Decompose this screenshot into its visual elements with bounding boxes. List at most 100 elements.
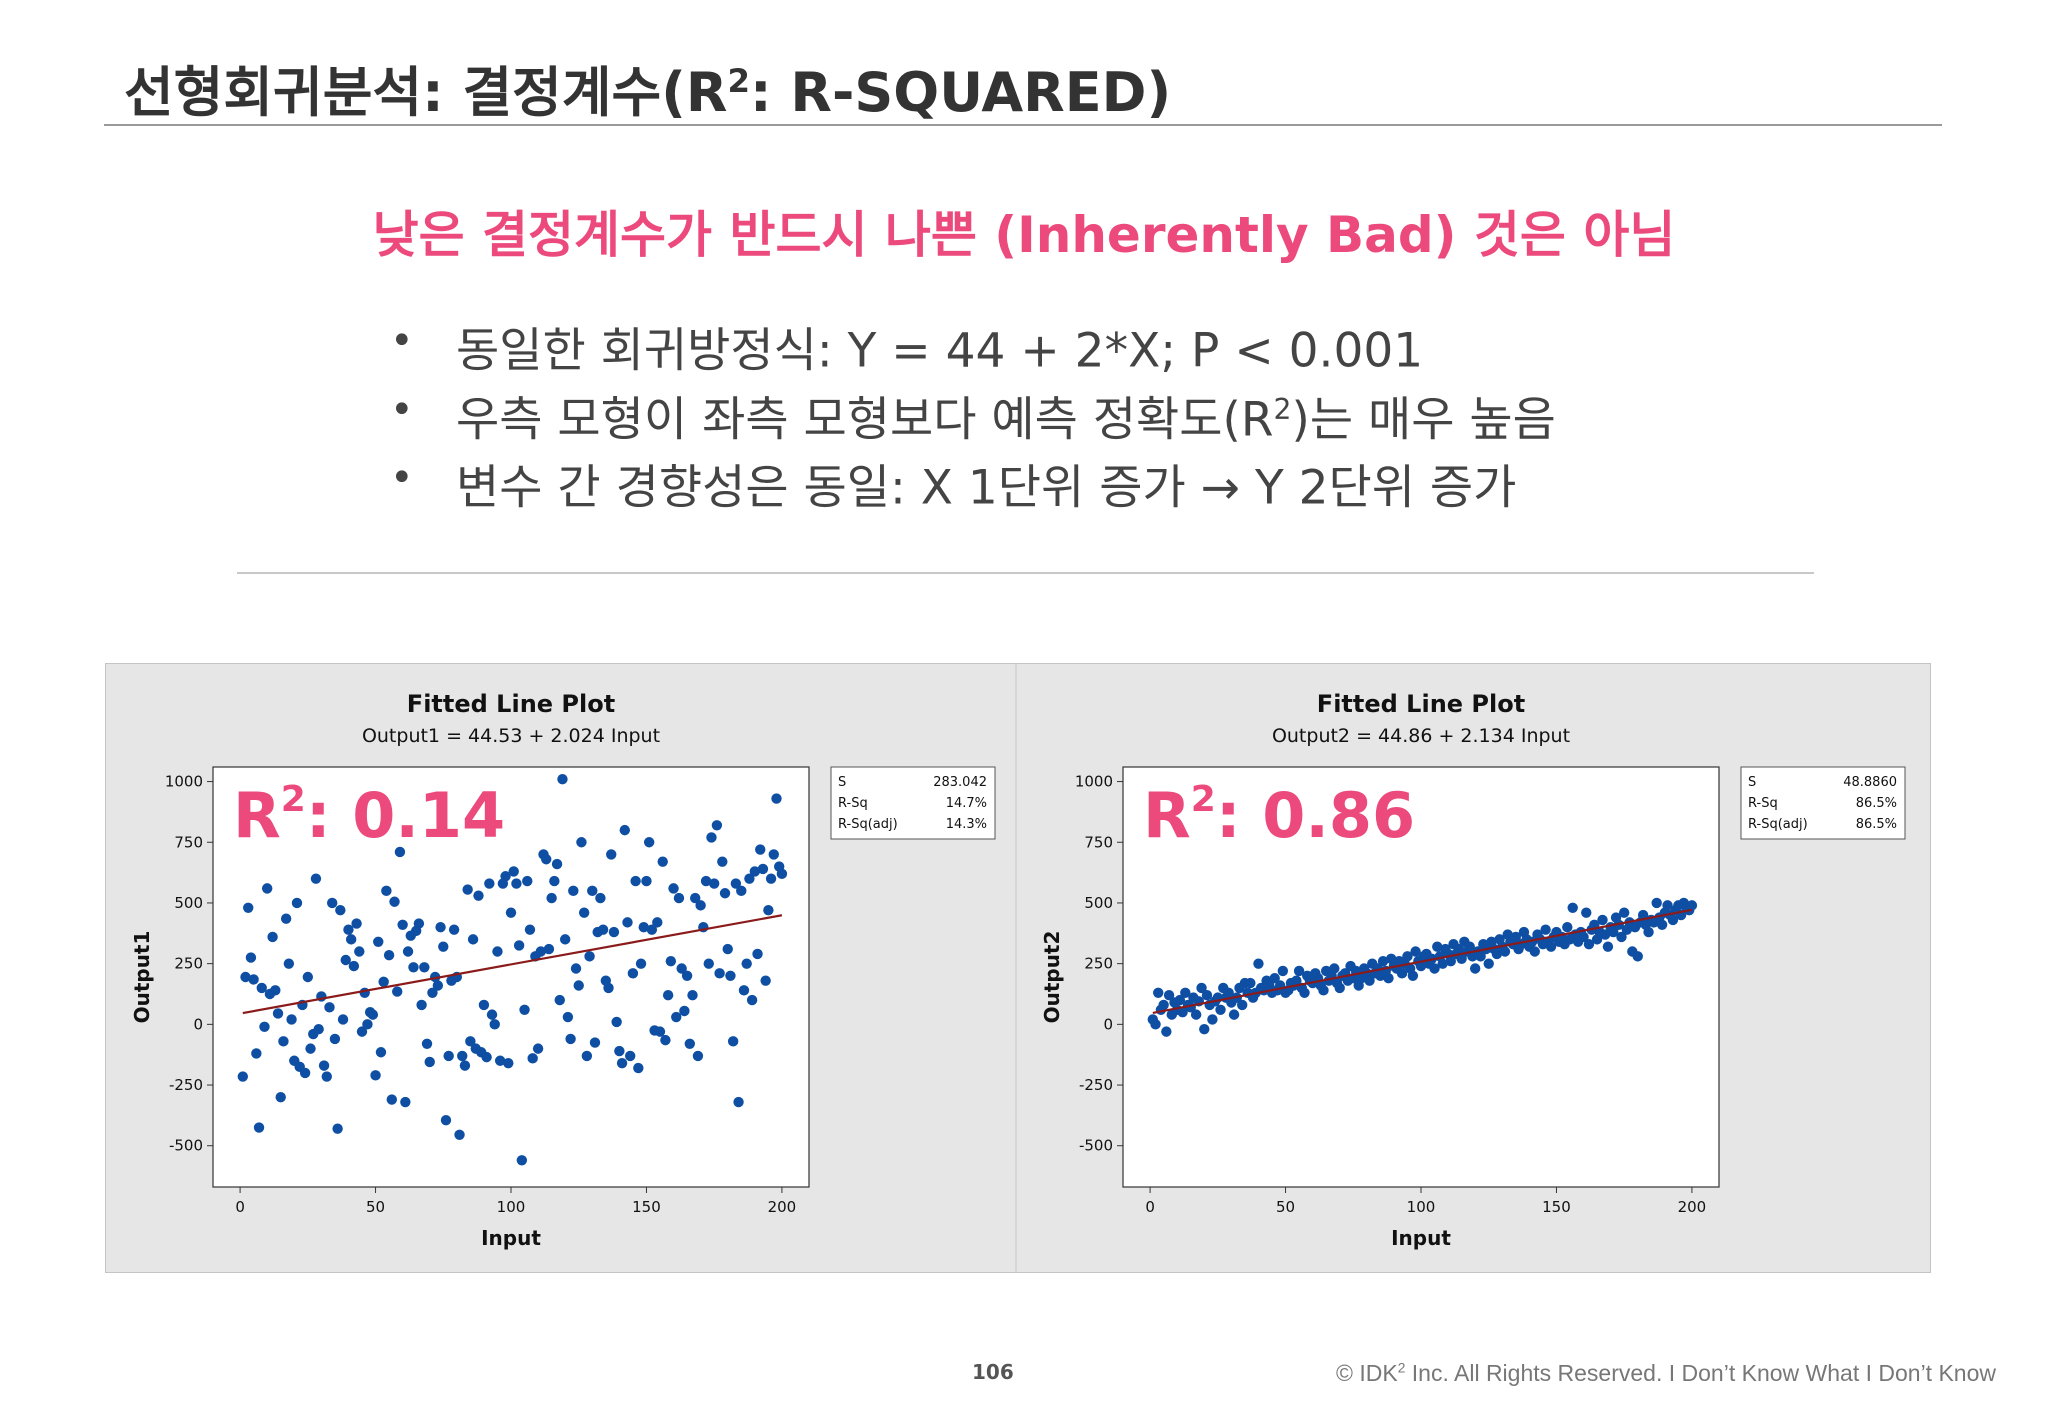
data-point [603,982,614,994]
data-point [359,987,370,998]
data-point [275,1091,286,1103]
data-point [1199,1023,1210,1035]
data-point [616,1057,628,1069]
x-axis-label: Input [1391,1226,1451,1250]
data-point [662,990,674,1001]
stats-label: R-Sq(adj) [1748,817,1808,832]
data-point [597,924,609,935]
data-point [413,918,425,929]
data-point [1618,907,1630,918]
chart-2: Fitted Line Plot Output2 = 44.86 + 2.134 … [1040,690,1906,1250]
data-point [1223,987,1234,998]
data-point [717,856,728,867]
data-point [524,924,536,935]
data-point [635,958,647,969]
y-tick-label: -500 [169,1137,203,1155]
data-point [1686,900,1698,911]
data-point [714,968,725,979]
data-point [519,1004,530,1015]
x-tick-label: 100 [497,1198,526,1216]
data-point [541,854,552,865]
title-divider [104,124,1942,126]
y-tick-label: 0 [1103,1015,1113,1033]
data-point [763,905,774,916]
data-point [462,884,473,895]
data-point [1329,963,1340,974]
data-point [438,941,449,952]
data-point [1177,1007,1188,1018]
data-point [291,897,303,909]
data-point [643,837,655,848]
data-point [1651,897,1662,909]
data-point [522,875,533,887]
data-point [741,958,752,969]
data-point [1293,965,1305,977]
data-point [557,773,568,785]
data-point [570,963,582,974]
data-point [1269,973,1280,984]
data-point [641,875,652,887]
data-point [565,1033,576,1045]
x-tick-label: 100 [1407,1198,1436,1216]
data-point [1407,970,1419,981]
stats-value: 48.8860 [1843,775,1897,790]
data-point [440,1115,452,1126]
data-point [484,878,495,889]
slide-subtitle: 낮은 결정계수가 반드시 나쁜 (Inherently Bad) 것은 아님 [372,206,1676,264]
data-point [725,970,736,981]
data-point [467,934,479,945]
data-point [397,919,408,931]
data-point [589,1037,601,1048]
data-point [1174,994,1186,1006]
chart-1: Fitted Line Plot Output1 = 44.53 + 2.024 … [130,690,996,1250]
r-squared-symbol: R [233,779,281,852]
data-point [1163,990,1175,1001]
data-point [684,1038,695,1049]
data-point [681,970,693,981]
data-point [584,951,595,962]
data-point [367,1009,379,1020]
data-point [1600,929,1611,940]
data-point [1597,914,1608,926]
data-point [708,878,720,889]
data-point [1464,941,1475,952]
data-point [727,1036,739,1047]
r-squared-value: : 0.86 [1216,779,1415,852]
bullet-item: • 변수 간 경향성은 동일: X 1단위 증가 → Y 2단위 증가 [380,449,1556,518]
data-point [280,913,292,924]
data-point [1299,987,1310,998]
data-point [424,1056,435,1068]
data-point [375,1047,387,1058]
data-point [1190,1009,1202,1020]
data-point [259,1021,270,1032]
data-point [1469,963,1481,974]
data-point [690,892,701,904]
data-point [1483,958,1494,969]
data-point [513,940,525,951]
data-point [459,1060,471,1071]
data-point [559,934,571,945]
x-tick-label: 0 [235,1198,245,1216]
data-point [1602,941,1614,952]
data-point [1396,968,1408,979]
data-point [1377,956,1389,967]
y-tick-label: 500 [174,894,203,912]
data-point [1364,975,1375,986]
data-point [1201,990,1213,1001]
data-point [573,980,584,991]
data-point [700,875,712,887]
data-point [1581,907,1592,918]
data-point [1180,987,1191,998]
data-point [1196,982,1207,994]
data-point [313,1023,324,1035]
data-point [1318,985,1329,996]
data-point [1583,939,1595,950]
data-point [302,971,314,983]
bullet-item: • 우측 모형이 좌측 모형보다 예측 정확도(R2)는 매우 높음 [380,381,1556,450]
data-point [1207,1014,1218,1025]
data-point [1161,1026,1172,1037]
data-point [578,907,590,918]
data-point [587,885,598,897]
data-point [378,976,389,988]
data-point [744,873,755,884]
